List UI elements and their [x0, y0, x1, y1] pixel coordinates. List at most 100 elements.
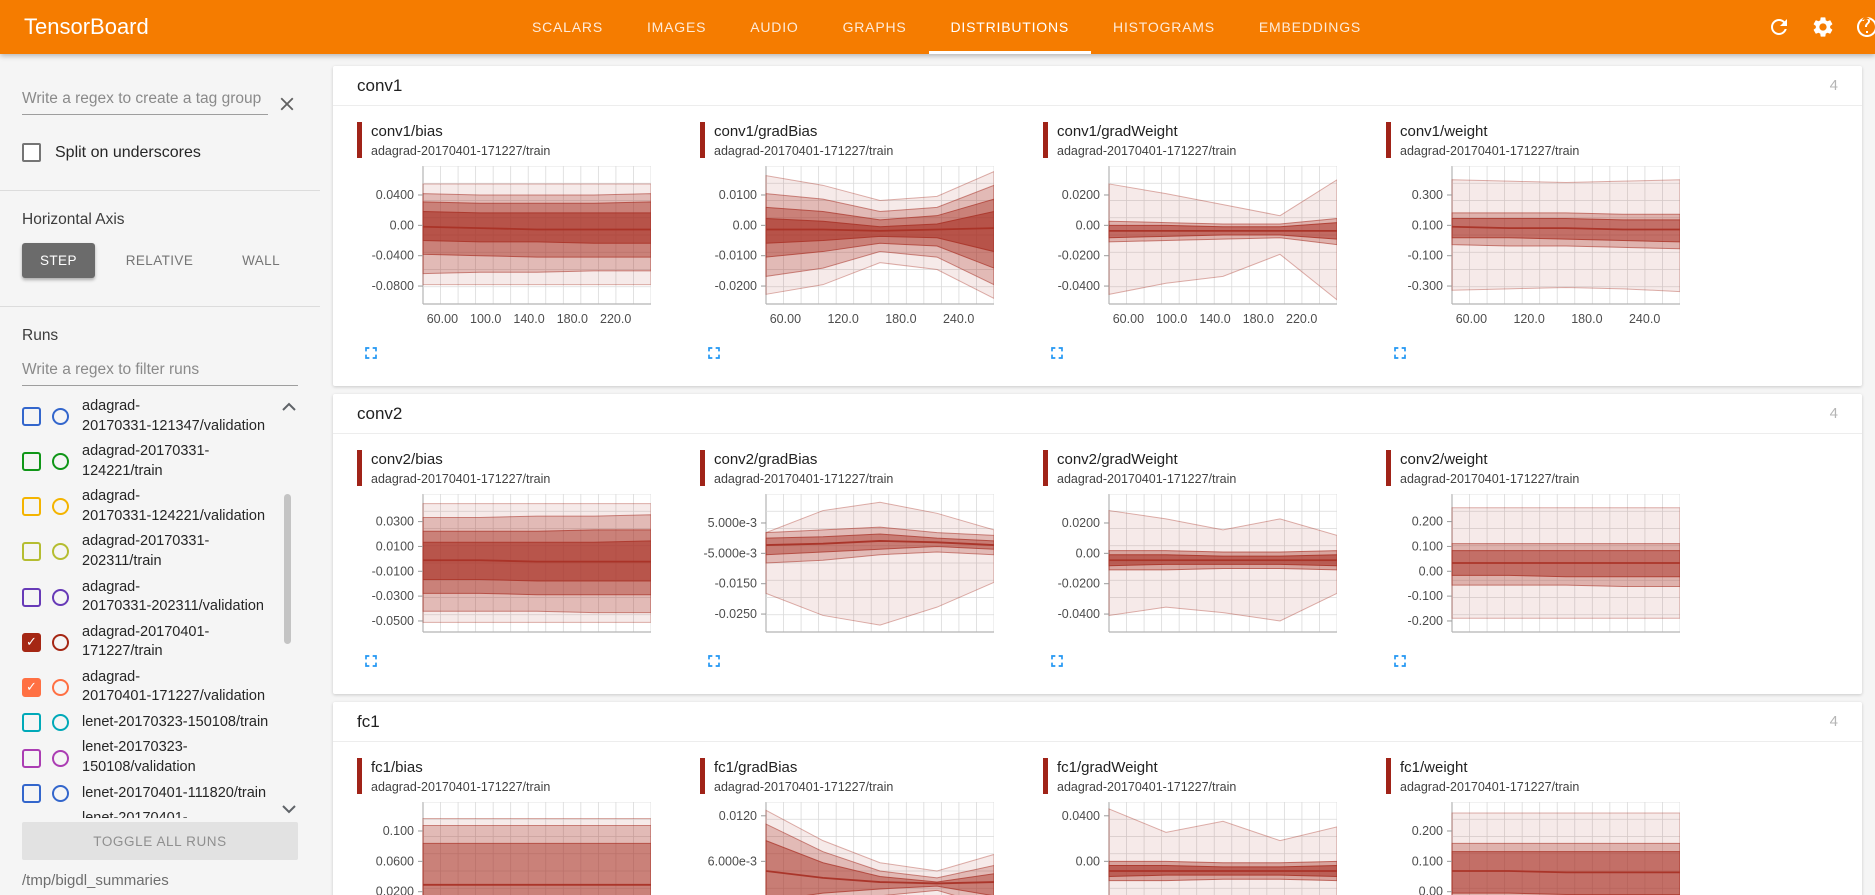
close-icon[interactable]: [276, 93, 298, 115]
chart-title: conv1/gradWeight: [1057, 123, 1178, 140]
svg-text:180.0: 180.0: [1571, 312, 1602, 326]
tab-histograms[interactable]: HISTOGRAMS: [1113, 19, 1215, 35]
run-checkbox[interactable]: [22, 587, 41, 607]
svg-text:60.00: 60.00: [427, 312, 458, 326]
section-header-conv1[interactable]: conv1 4: [333, 66, 1862, 106]
svg-text:0.200: 0.200: [1412, 824, 1443, 838]
run-visibility-toggle[interactable]: [52, 714, 69, 732]
run-checkbox[interactable]: [22, 407, 41, 427]
distribution-plot[interactable]: 0.1000.06000.0200-0.020060.00100.0140.01…: [357, 801, 652, 895]
distribution-plot[interactable]: 0.200 0.100 0.00 -0.100 -0.200: [1386, 493, 1681, 640]
run-item[interactable]: adagrad- 20170331-124221/validation: [22, 484, 272, 529]
run-visibility-toggle[interactable]: [52, 408, 69, 426]
distribution-plot[interactable]: 0.0400 0.00 -0.0400 -0.0800 60.00 100.0 140.0 1…: [357, 165, 652, 332]
distribution-plot[interactable]: 0.300 0.100 -0.100 -0.300 60.00 120.0 180.0 240…: [1386, 165, 1681, 332]
expand-chart-button[interactable]: [704, 651, 724, 674]
tab-embeddings[interactable]: EMBEDDINGS: [1258, 19, 1362, 35]
run-item[interactable]: ✓ adagrad-20170401-171227/train: [22, 620, 272, 665]
distribution-plot[interactable]: 0.0300 0.0100 -0.0100 -0.0300 -0.0500: [357, 493, 652, 640]
run-item[interactable]: lenet-20170323-150108/validation: [22, 735, 272, 780]
split-underscores-checkbox[interactable]: [22, 143, 41, 162]
run-label: lenet-20170323-150108/validation: [82, 739, 196, 775]
run-item[interactable]: adagrad-20170331-124221/train: [22, 439, 272, 484]
run-visibility-toggle[interactable]: [52, 498, 69, 516]
section-count: 4: [1829, 405, 1838, 422]
chart-conv2-weight: conv2/weight adagrad-20170401-171227/trai…: [1386, 450, 1686, 676]
expand-chart-button[interactable]: [704, 343, 724, 366]
run-color-bar: [1386, 122, 1391, 158]
run-checkbox[interactable]: [22, 497, 41, 517]
section-header-fc1[interactable]: fc1 4: [333, 702, 1862, 742]
svg-text:-0.200: -0.200: [1408, 614, 1443, 628]
run-item[interactable]: adagrad- 20170331-121347/validation: [22, 394, 272, 439]
run-label: adagrad- 20170401-171227/validation: [82, 668, 266, 705]
expand-chart-button[interactable]: [1390, 651, 1410, 674]
run-color-bar: [1043, 122, 1048, 158]
run-checkbox[interactable]: [22, 713, 41, 733]
run-color-bar: [1043, 758, 1048, 794]
run-label: adagrad- 20170331-124221/validation: [82, 488, 266, 524]
expand-chart-button[interactable]: [1047, 651, 1067, 674]
run-item[interactable]: lenet-20170401-111820/validation: [22, 806, 272, 818]
run-label: lenet-20170323-150108/train: [82, 713, 269, 730]
section-count: 4: [1829, 713, 1838, 730]
svg-text:-0.0200: -0.0200: [1058, 249, 1100, 263]
distribution-plot[interactable]: 0.0200 0.00 -0.0200 -0.0400 60.00 100.0 140.0 1…: [1043, 165, 1338, 332]
runs-scrollbar[interactable]: [284, 494, 291, 644]
run-checkbox[interactable]: ✓: [22, 632, 41, 652]
tab-distributions[interactable]: DISTRIBUTIONS: [929, 0, 1092, 54]
run-checkbox[interactable]: [22, 748, 41, 768]
expand-chart-button[interactable]: [361, 651, 381, 674]
axis-option-step[interactable]: STEP: [22, 243, 95, 278]
distribution-plot[interactable]: 0.0100 0.00 -0.0100 -0.0200 60.00 120.0 180.0 2…: [700, 165, 995, 332]
run-checkbox[interactable]: [22, 542, 41, 562]
tab-audio[interactable]: AUDIO: [750, 19, 799, 35]
run-checkbox[interactable]: [22, 452, 41, 472]
expand-chart-button[interactable]: [361, 343, 381, 366]
scroll-up-icon[interactable]: [280, 400, 298, 412]
toggle-all-runs-button[interactable]: TOGGLE ALL RUNS: [22, 822, 298, 860]
chart-run-name: adagrad-20170401-171227/train: [1400, 780, 1580, 794]
run-visibility-toggle[interactable]: [52, 749, 69, 767]
distribution-plot[interactable]: 5.000e-3 -5.000e-3 -0.0150 -0.0250: [700, 493, 995, 640]
content-area: conv1 4 conv1/bias adagrad-20170401-171227/…: [320, 54, 1875, 895]
run-visibility-toggle[interactable]: [52, 588, 69, 606]
run-item[interactable]: adagrad- 20170331-202311/validation: [22, 575, 272, 620]
tab-graphs[interactable]: GRAPHS: [842, 19, 907, 35]
run-visibility-toggle[interactable]: [52, 453, 69, 471]
help-icon[interactable]: [1855, 15, 1875, 39]
refresh-icon[interactable]: [1767, 15, 1791, 39]
svg-text:-0.0100: -0.0100: [372, 564, 414, 578]
tab-images[interactable]: IMAGES: [646, 19, 707, 35]
distribution-plot[interactable]: 0.0200 0.00 -0.0200 -0.0400: [1043, 493, 1338, 640]
run-item[interactable]: ✓ adagrad- 20170401-171227/validation: [22, 665, 272, 710]
runs-filter-input[interactable]: [22, 357, 298, 386]
run-label: adagrad- 20170331-202311/validation: [82, 578, 264, 615]
distribution-plot[interactable]: 0.04000.00-0.040060.00100.0140.0180.0220…: [1043, 801, 1338, 895]
chart-run-name: adagrad-20170401-171227/train: [371, 472, 551, 486]
run-visibility-toggle[interactable]: [52, 543, 69, 561]
tab-scalars[interactable]: SCALARS: [532, 19, 603, 35]
axis-option-wall[interactable]: WALL: [224, 243, 298, 278]
expand-chart-button[interactable]: [1047, 343, 1067, 366]
tag-group-regex-input[interactable]: [22, 86, 268, 115]
scroll-down-icon[interactable]: [280, 802, 298, 814]
run-item[interactable]: lenet-20170401-111820/train: [22, 781, 272, 807]
run-visibility-toggle[interactable]: [52, 678, 69, 696]
run-checkbox[interactable]: ✓: [22, 677, 41, 697]
run-item[interactable]: lenet-20170323-150108/train: [22, 710, 272, 736]
run-label: adagrad-20170331-124221/train: [82, 443, 210, 479]
chart-title: fc1/gradWeight: [1057, 759, 1158, 776]
settings-icon[interactable]: [1811, 15, 1835, 39]
axis-option-relative[interactable]: RELATIVE: [108, 243, 211, 278]
section-header-conv2[interactable]: conv2 4: [333, 394, 1862, 434]
expand-chart-button[interactable]: [1390, 343, 1410, 366]
run-checkbox[interactable]: [22, 783, 41, 803]
svg-text:180.0: 180.0: [885, 312, 916, 326]
run-item[interactable]: adagrad-20170331-202311/train: [22, 529, 272, 574]
run-visibility-toggle[interactable]: [52, 784, 69, 802]
chart-conv1-bias: conv1/bias adagrad-20170401-171227/train 0…: [357, 122, 657, 368]
run-visibility-toggle[interactable]: [52, 633, 69, 651]
